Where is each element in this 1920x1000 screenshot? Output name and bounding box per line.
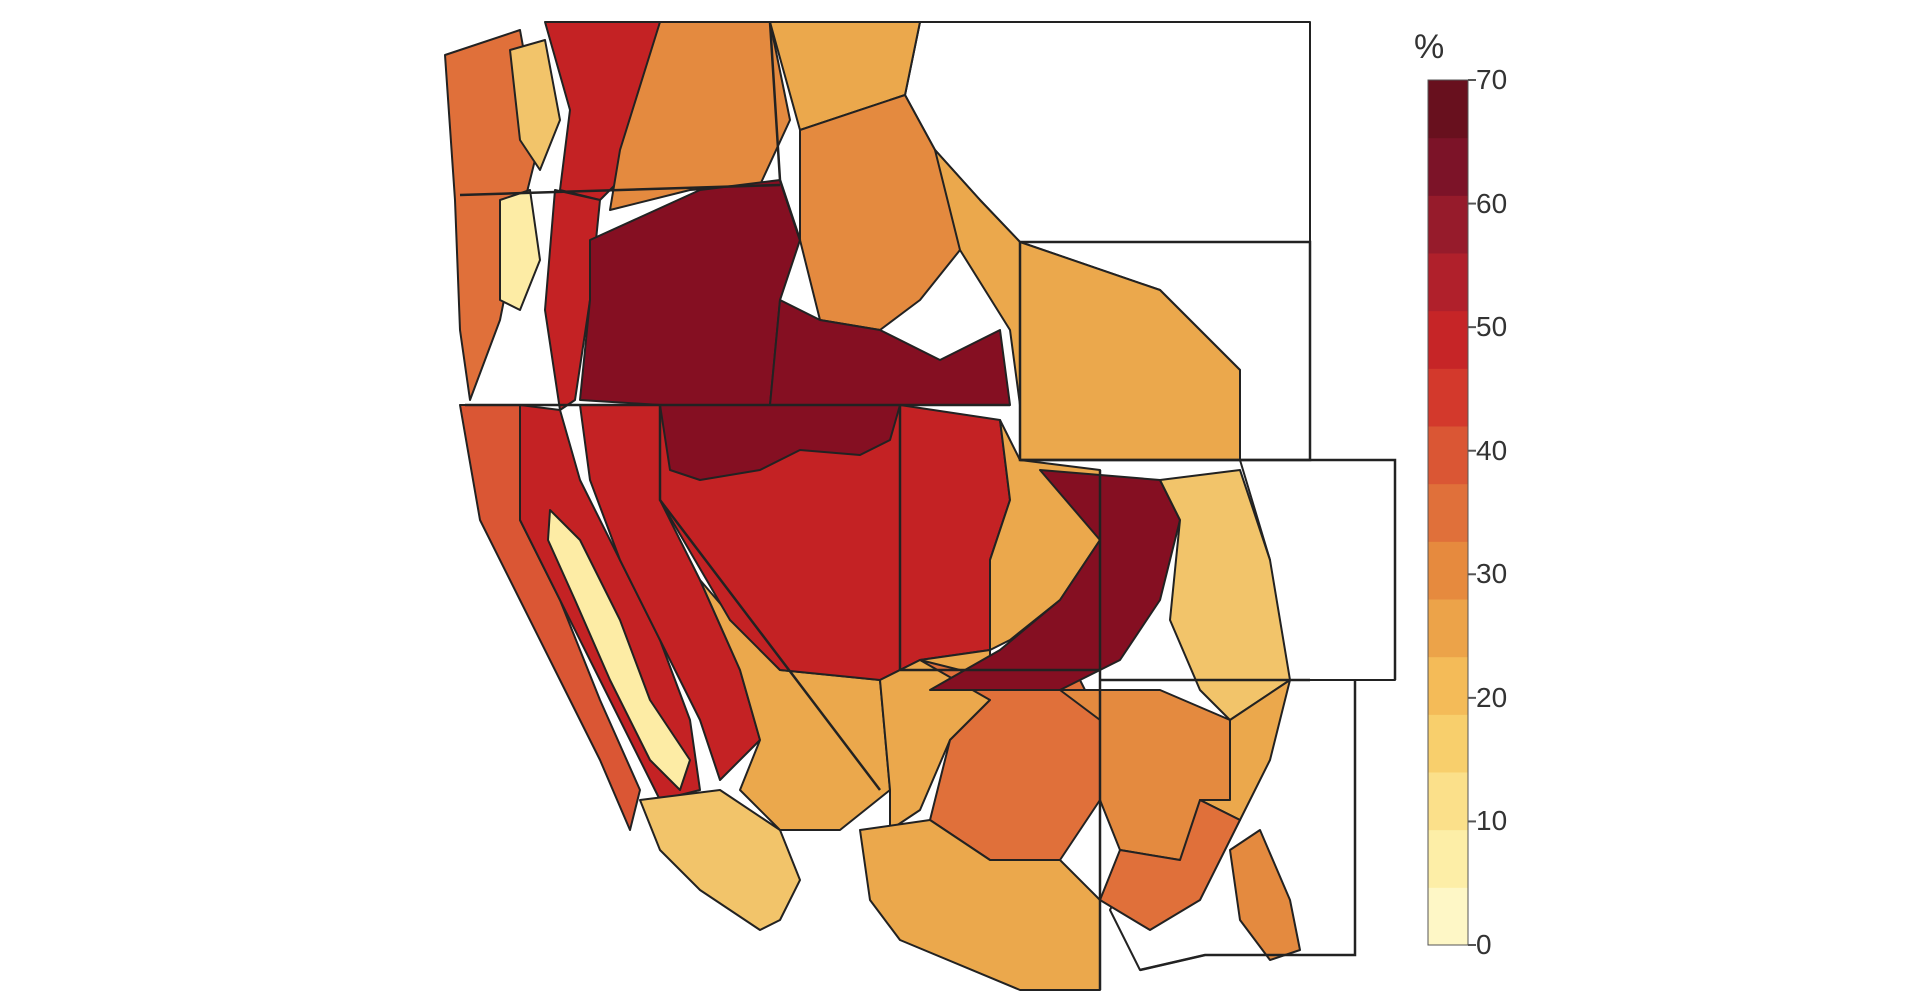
- color-bar-segment: [1428, 80, 1468, 139]
- border-co: [1020, 458, 1397, 680]
- color-bar-border: [1427, 79, 1469, 946]
- state-borders: [459, 21, 1397, 990]
- color-bar-segment: [1428, 714, 1468, 773]
- legend-tick-label: 50: [1476, 311, 1508, 343]
- color-bar-segment: [1428, 599, 1468, 658]
- color-bar-segment: [1428, 195, 1468, 254]
- legend-unit: %: [1414, 28, 1445, 66]
- legend-tick-label: 0: [1476, 929, 1492, 960]
- color-bar-segment: [1428, 541, 1468, 600]
- legend-tick-label: 20: [1476, 681, 1508, 713]
- legend-tick-label: 30: [1476, 558, 1508, 590]
- color-bar-segment: [1428, 656, 1468, 715]
- legend-tick-label: 10: [1476, 805, 1508, 837]
- color-bar-segment: [1428, 368, 1468, 427]
- color-bar-segment: [1428, 310, 1468, 369]
- color-bar-segment: [1428, 137, 1468, 196]
- region-nm-south: [1099, 799, 1241, 931]
- region-wy-north: [934, 149, 1241, 461]
- border-nv-ca: [658, 405, 881, 791]
- region-or-west-valley: [499, 189, 541, 311]
- color-bar-segment: [1428, 253, 1468, 312]
- color-bar-segment: [1428, 829, 1468, 888]
- region-ca-central-valley: [547, 509, 691, 791]
- legend-tick-label: 40: [1476, 434, 1508, 466]
- map-regions: [444, 21, 1396, 991]
- border-id-mt: [768, 21, 802, 241]
- region-or-highdesert: [579, 179, 801, 406]
- region-tx-west: [1229, 829, 1301, 961]
- color-bar-segment: [1428, 426, 1468, 485]
- color-bar: [1427, 79, 1476, 946]
- color-bar-segment: [1428, 483, 1468, 542]
- region-nv-north: [659, 404, 901, 481]
- region-or-cascades: [544, 189, 601, 411]
- border-wa-or: [459, 183, 781, 197]
- color-bar-segment: [1428, 887, 1468, 946]
- legend-tick-label: 60: [1476, 187, 1508, 219]
- region-wa-puget: [509, 39, 561, 171]
- region-ca-southcoast: [639, 789, 801, 931]
- legend-tick-label: 70: [1476, 64, 1508, 95]
- border-nm: [1139, 680, 1357, 972]
- region-idaho-snake: [769, 299, 1011, 406]
- color-bar-segment: [1428, 772, 1468, 831]
